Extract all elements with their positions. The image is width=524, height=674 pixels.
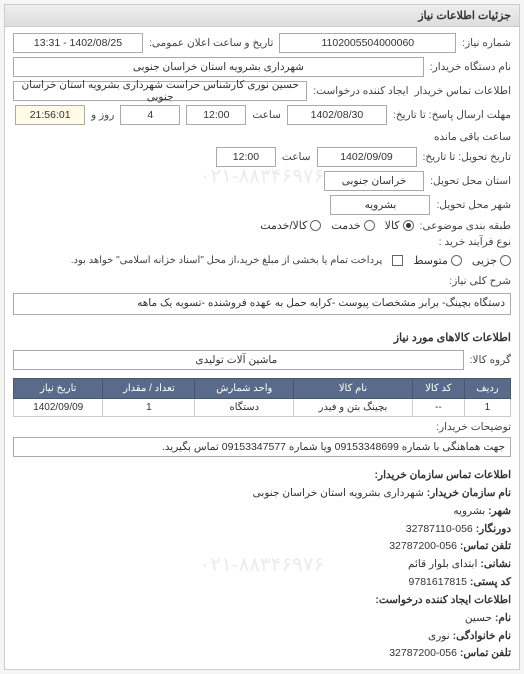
goods-section-title: اطلاعات کالاهای مورد نیاز bbox=[5, 325, 519, 346]
publish-value-field: 1402/08/25 - 13:31 bbox=[13, 33, 143, 53]
col-date: تاریخ نیاز bbox=[14, 379, 103, 399]
cell-code: -- bbox=[412, 399, 464, 417]
group-value-field: ماشین آلات تولیدی bbox=[13, 350, 464, 370]
surname-label: نام خانوادگی: bbox=[453, 630, 511, 642]
cat-goods-label: کالا bbox=[385, 219, 400, 232]
purchase-type-radio-group: جزیی متوسط پرداخت تمام یا بخشی از مبلغ خ… bbox=[71, 254, 511, 267]
days-field: 4 bbox=[120, 105, 180, 125]
name-value: حسین bbox=[465, 612, 492, 624]
desc-label: شرح کلی نیاز: bbox=[449, 275, 511, 287]
postal-value: 9781617815 bbox=[409, 576, 467, 588]
city-label: شهر: bbox=[488, 505, 511, 517]
cell-name: بچینگ بتن و فیدر bbox=[294, 399, 413, 417]
col-unit: واحد شمارش bbox=[195, 379, 294, 399]
purchase-type-label: نوع فرآیند خرید : bbox=[439, 236, 511, 248]
days-label: روز و bbox=[91, 109, 114, 121]
cell-row: 1 bbox=[464, 399, 510, 417]
delivery-date-field: 1402/09/09 bbox=[317, 147, 417, 167]
buyer-contact-label: اطلاعات تماس خریدار bbox=[415, 85, 511, 97]
reply-time-field: 12:00 bbox=[186, 105, 246, 125]
fax-label: دورنگار: bbox=[476, 523, 511, 535]
addr-value: ابتدای بلوار قائم bbox=[408, 558, 477, 570]
org-label: نام سازمان خریدار: bbox=[427, 487, 511, 499]
col-qty: تعداد / مقدار bbox=[103, 379, 195, 399]
creator-label: ایجاد کننده درخواست: bbox=[313, 85, 408, 97]
cat-goods-service-radio[interactable]: کالا/خدمت bbox=[260, 219, 321, 232]
group-label: گروه کالا: bbox=[470, 354, 511, 366]
details-panel: جزئیات اطلاعات نیاز شماره نیاز: 11020055… bbox=[4, 4, 520, 670]
creator-title: اطلاعات ایجاد کننده درخواست: bbox=[375, 594, 511, 606]
reply-deadline-label: مهلت ارسال پاسخ: تا تاریخ: bbox=[393, 109, 511, 121]
table-header-row: ردیف کد کالا نام کالا واحد شمارش تعداد /… bbox=[14, 379, 511, 399]
goods-table: ردیف کد کالا نام کالا واحد شمارش تعداد /… bbox=[13, 378, 511, 417]
radio-icon bbox=[500, 255, 511, 266]
pt-minor-radio[interactable]: جزیی bbox=[472, 254, 511, 267]
addr-label: نشانی: bbox=[480, 558, 511, 570]
publish-label: تاریخ و ساعت اعلان عمومی: bbox=[149, 37, 273, 49]
col-code: کد کالا bbox=[412, 379, 464, 399]
contact-section-title: اطلاعات تماس سازمان خریدار: bbox=[375, 469, 511, 481]
tel-value: 056-32787200 bbox=[389, 540, 457, 552]
explain-box: جهت هماهنگی با شماره 09153348699 ویا شما… bbox=[13, 437, 511, 457]
radio-icon bbox=[403, 220, 414, 231]
loc-city-field: بشرویه bbox=[330, 195, 430, 215]
panel-title: جزئیات اطلاعات نیاز bbox=[5, 5, 519, 27]
desc-box: دستگاه بچینگ- برابر مشخصات پیوست -کرایه … bbox=[13, 293, 511, 315]
cat-service-label: خدمت bbox=[331, 219, 360, 232]
time-label-2: ساعت bbox=[282, 151, 311, 163]
creator-field: حسین نوری کارشناس حراست شهرداری بشرویه ا… bbox=[13, 81, 307, 101]
buyer-org-field: شهرداری بشرویه استان خراسان جنوبی bbox=[13, 57, 424, 77]
cell-date: 1402/09/09 bbox=[14, 399, 103, 417]
remaining-time-field: 21:56:01 bbox=[15, 105, 85, 125]
category-label: طبقه بندی موضوعی: bbox=[420, 220, 511, 232]
radio-icon bbox=[310, 220, 321, 231]
remaining-label: ساعت باقی مانده bbox=[434, 131, 511, 143]
loc-province-label: استان محل تحویل: bbox=[430, 175, 511, 187]
col-name: نام کالا bbox=[294, 379, 413, 399]
tel-label: تلفن تماس: bbox=[460, 540, 511, 552]
pt-minor-label: جزیی bbox=[472, 254, 497, 267]
delivery-deadline-label: تاریخ تحویل: تا تاریخ: bbox=[423, 151, 512, 163]
treasury-checkbox[interactable] bbox=[392, 255, 403, 266]
request-number-label: شماره نیاز: bbox=[462, 37, 511, 49]
city-value: بشرویه bbox=[453, 505, 485, 517]
cell-qty: 1 bbox=[103, 399, 195, 417]
pt-medium-radio[interactable]: متوسط bbox=[413, 254, 462, 267]
loc-province-field: خراسان جنوبی bbox=[324, 171, 424, 191]
col-row: ردیف bbox=[464, 379, 510, 399]
surname-value: نوری bbox=[428, 630, 450, 642]
radio-icon bbox=[364, 220, 375, 231]
reply-date-field: 1402/08/30 bbox=[287, 105, 387, 125]
contact-block: اطلاعات تماس سازمان خریدار: نام سازمان خ… bbox=[5, 461, 519, 669]
cat-goods-service-label: کالا/خدمت bbox=[260, 219, 307, 232]
buyer-org-label: نام دستگاه خریدار: bbox=[430, 61, 511, 73]
pt-note: پرداخت تمام یا بخشی از مبلغ خرید،از محل … bbox=[71, 255, 383, 266]
loc-city-label: شهر محل تحویل: bbox=[436, 199, 511, 211]
cell-unit: دستگاه bbox=[195, 399, 294, 417]
fax-value: 056-32787110 bbox=[406, 523, 473, 535]
delivery-time-field: 12:00 bbox=[216, 147, 276, 167]
radio-icon bbox=[451, 255, 462, 266]
name-label: نام: bbox=[495, 612, 511, 624]
cat-service-radio[interactable]: خدمت bbox=[331, 219, 374, 232]
request-number-field: 1102005504000060 bbox=[279, 33, 456, 53]
tel2-value: 056-32787200 bbox=[389, 647, 457, 659]
table-row: 1 -- بچینگ بتن و فیدر دستگاه 1 1402/09/0… bbox=[14, 399, 511, 417]
time-label-1: ساعت bbox=[252, 109, 281, 121]
explain-label: توضیحات خریدار: bbox=[436, 421, 511, 433]
org-value: شهرداری بشرویه استان خراسان جنوبی bbox=[253, 487, 424, 499]
form-section: شماره نیاز: 1102005504000060 تاریخ و ساع… bbox=[5, 27, 519, 325]
postal-label: کد پستی: bbox=[470, 576, 511, 588]
pt-medium-label: متوسط bbox=[413, 254, 448, 267]
tel2-label: تلفن تماس: bbox=[460, 647, 511, 659]
category-radio-group: کالا خدمت کالا/خدمت bbox=[260, 219, 413, 232]
cat-goods-radio[interactable]: کالا bbox=[385, 219, 414, 232]
